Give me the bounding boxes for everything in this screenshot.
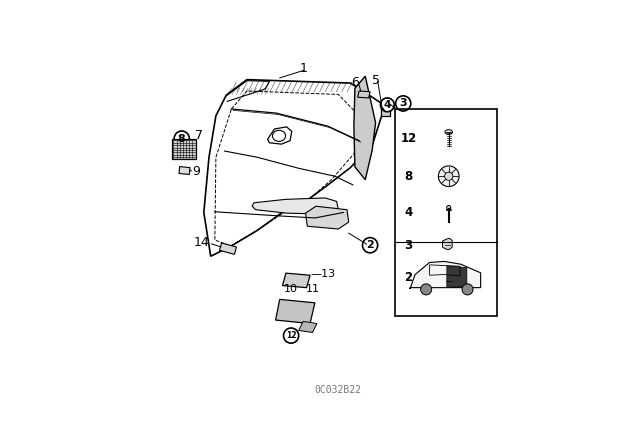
Text: 2: 2 (366, 240, 374, 250)
Polygon shape (179, 167, 190, 174)
Text: 12: 12 (400, 132, 417, 145)
Text: 11: 11 (305, 284, 319, 294)
Text: 2: 2 (404, 271, 412, 284)
Text: 3: 3 (399, 99, 407, 108)
Text: —13: —13 (310, 269, 335, 279)
Text: 5: 5 (372, 74, 380, 87)
Text: 9: 9 (192, 164, 200, 177)
Text: 1: 1 (300, 62, 308, 75)
Circle shape (380, 98, 394, 112)
Circle shape (174, 131, 189, 146)
Circle shape (445, 172, 453, 181)
Polygon shape (354, 76, 376, 180)
FancyBboxPatch shape (172, 138, 196, 159)
Circle shape (362, 237, 378, 253)
Polygon shape (276, 299, 315, 323)
Text: 14: 14 (193, 236, 209, 249)
Polygon shape (447, 266, 467, 287)
Circle shape (284, 328, 299, 343)
Polygon shape (410, 262, 481, 289)
Ellipse shape (445, 129, 452, 134)
Circle shape (420, 284, 431, 295)
Text: 8: 8 (178, 134, 186, 144)
FancyBboxPatch shape (381, 108, 390, 116)
Polygon shape (358, 91, 370, 98)
Text: 8: 8 (404, 170, 413, 183)
Circle shape (396, 96, 411, 111)
Circle shape (462, 284, 473, 295)
Text: 7: 7 (195, 129, 203, 142)
Circle shape (438, 166, 459, 186)
Ellipse shape (442, 273, 456, 280)
Polygon shape (282, 273, 310, 288)
Text: 0C032B22: 0C032B22 (315, 385, 362, 395)
Polygon shape (220, 243, 236, 254)
Text: 4: 4 (404, 206, 413, 219)
Text: 6: 6 (351, 76, 359, 89)
Text: 12: 12 (286, 331, 296, 340)
Ellipse shape (445, 281, 452, 284)
Text: 3: 3 (404, 239, 412, 252)
Circle shape (447, 206, 451, 210)
Polygon shape (299, 322, 317, 332)
Polygon shape (442, 238, 452, 250)
Polygon shape (305, 206, 349, 229)
Polygon shape (252, 198, 339, 214)
Text: 4: 4 (383, 100, 391, 110)
Text: 10: 10 (284, 284, 298, 294)
